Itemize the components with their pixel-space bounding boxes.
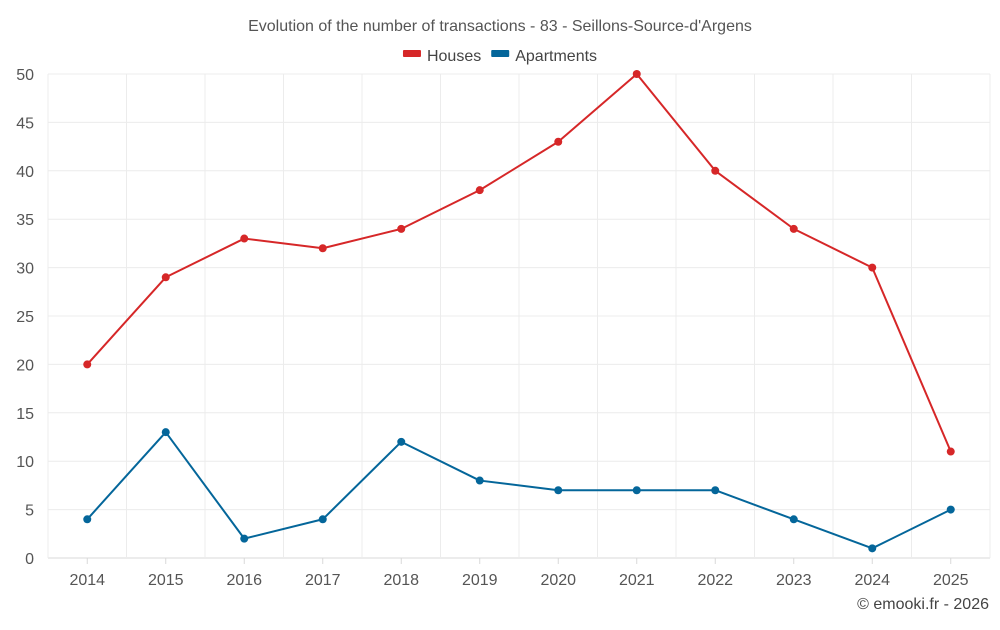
data-point-houses[interactable] xyxy=(789,224,798,233)
y-tick-label: 10 xyxy=(16,454,34,471)
data-point-apartments[interactable] xyxy=(161,428,170,437)
data-point-apartments[interactable] xyxy=(318,515,327,524)
x-tick-label: 2016 xyxy=(226,572,262,589)
legend-swatch xyxy=(491,50,510,57)
x-tick-label: 2019 xyxy=(462,572,498,589)
data-point-apartments[interactable] xyxy=(789,515,798,524)
data-point-houses[interactable] xyxy=(711,166,720,175)
x-tick-label: 2015 xyxy=(148,572,184,589)
x-tick-label: 2014 xyxy=(69,572,105,589)
data-point-houses[interactable] xyxy=(632,70,641,78)
y-tick-label: 35 xyxy=(16,212,34,229)
data-point-apartments[interactable] xyxy=(632,486,641,495)
data-point-houses[interactable] xyxy=(83,360,92,369)
legend: Houses Apartments xyxy=(402,48,597,65)
y-tick-label: 50 xyxy=(16,67,34,84)
data-point-houses[interactable] xyxy=(946,447,955,456)
legend-label: Houses xyxy=(427,48,481,65)
y-axis: 0 5 10 15 20 25 30 35 40 45 50 xyxy=(16,67,34,568)
y-tick-label: 0 xyxy=(25,551,34,568)
data-point-apartments[interactable] xyxy=(83,515,92,524)
y-tick-label: 40 xyxy=(16,164,34,181)
series-layer xyxy=(83,70,955,553)
data-point-apartments[interactable] xyxy=(554,486,563,495)
grid xyxy=(47,73,991,559)
y-tick-label: 25 xyxy=(16,309,34,326)
x-tick-label: 2017 xyxy=(305,572,341,589)
legend-item-houses[interactable]: Houses xyxy=(402,48,481,65)
series-line-apartments xyxy=(86,431,952,550)
data-point-houses[interactable] xyxy=(240,234,249,243)
legend-swatch xyxy=(402,50,421,57)
data-point-apartments[interactable] xyxy=(711,486,720,495)
data-point-houses[interactable] xyxy=(318,244,327,253)
series-line-houses xyxy=(86,73,952,452)
data-point-apartments[interactable] xyxy=(475,476,484,485)
y-tick-label: 30 xyxy=(16,261,34,278)
y-tick-label: 5 xyxy=(25,503,34,520)
data-point-houses[interactable] xyxy=(868,263,877,272)
y-tick-label: 20 xyxy=(16,357,34,374)
x-tick-label: 2021 xyxy=(619,572,655,589)
x-tick-label: 2018 xyxy=(383,572,419,589)
chart-title: Evolution of the number of transactions … xyxy=(248,18,752,35)
y-tick-label: 45 xyxy=(16,115,34,132)
data-point-houses[interactable] xyxy=(161,273,170,282)
legend-label: Apartments xyxy=(515,48,597,65)
data-point-houses[interactable] xyxy=(475,186,484,195)
x-tick-label: 2025 xyxy=(933,572,969,589)
credit-text: © emooki.fr - 2026 xyxy=(857,596,989,613)
legend-item-apartments[interactable]: Apartments xyxy=(491,48,597,65)
x-axis: 2014 2015 2016 2017 2018 2019 2020 2021 2022 2023… xyxy=(69,558,969,589)
data-point-apartments[interactable] xyxy=(946,505,955,514)
x-tick-label: 2023 xyxy=(776,572,812,589)
x-tick-label: 2024 xyxy=(854,572,890,589)
data-point-houses[interactable] xyxy=(554,137,563,146)
data-point-apartments[interactable] xyxy=(868,544,877,553)
y-tick-label: 15 xyxy=(16,406,34,423)
data-point-apartments[interactable] xyxy=(397,437,406,446)
x-tick-label: 2020 xyxy=(540,572,576,589)
x-tick-label: 2022 xyxy=(697,572,733,589)
data-point-houses[interactable] xyxy=(397,224,406,233)
data-point-apartments[interactable] xyxy=(240,534,249,543)
